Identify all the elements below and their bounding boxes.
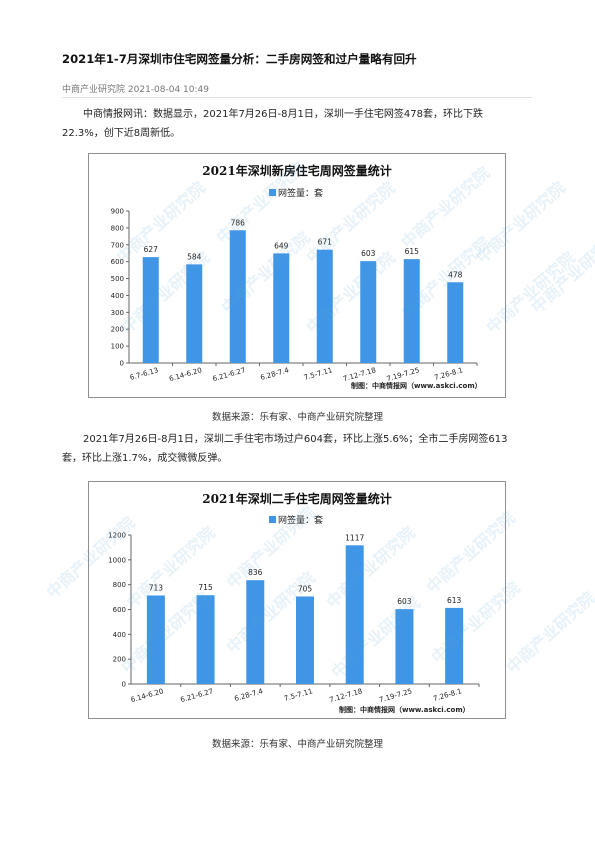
bar	[142, 257, 159, 363]
x-tick-label: 6.21-6.27	[212, 366, 247, 383]
x-tick-label: 6.28-7.4	[234, 687, 265, 703]
chart-legend: 网签量：套	[269, 513, 323, 526]
article-meta: 中商产业研究院 2021-08-04 10:49	[62, 82, 209, 95]
y-tick-label: 800	[111, 224, 124, 232]
x-tick-label: 6.21-6.27	[180, 687, 215, 704]
x-tick-label: 7.19-7.25	[378, 687, 413, 704]
bar	[229, 230, 246, 363]
data-label: 786	[231, 218, 246, 227]
x-tick-label: 6.28-7.4	[259, 366, 290, 382]
data-label: 715	[198, 583, 213, 592]
paragraph-2: 2021年7月26日-8月1日，深圳二手住宅市场过户604套，环比上涨5.6%；…	[62, 430, 534, 468]
y-tick-label: 400	[111, 292, 124, 300]
y-tick-label: 700	[111, 241, 124, 249]
bar	[246, 580, 265, 684]
bar	[316, 249, 333, 363]
chart-legend: 网签量：套	[269, 186, 323, 199]
article-date: 2021-08-04 10:49	[127, 85, 209, 95]
x-tick-label: 7.26-8.1	[432, 687, 462, 703]
chart-credit: 制图：中商情报网（www.askci.com）	[351, 382, 482, 390]
y-tick-label: 1200	[108, 532, 126, 540]
x-tick-label: 7.12-7.18	[329, 687, 364, 704]
bar	[403, 259, 420, 363]
paragraph-1-line-1: 中商情报网讯：数据显示，2021年7月26日-8月1日，深圳一手住宅网签478套…	[83, 109, 483, 120]
paragraph-1: 中商情报网讯：数据显示，2021年7月26日-8月1日，深圳一手住宅网签478套…	[62, 105, 534, 143]
chart-title: 2021年深圳新房住宅周网签量统计	[202, 164, 392, 178]
data-label: 671	[318, 238, 333, 247]
y-tick-label: 200	[113, 656, 126, 664]
data-label: 613	[447, 596, 462, 605]
y-tick-label: 100	[111, 343, 124, 351]
article-title: 2021年1-7月深圳市住宅网签量分析：二手房网签和过户量略有回升	[62, 52, 417, 66]
data-label: 478	[448, 270, 463, 279]
x-tick-label: 7.5-7.11	[303, 366, 333, 382]
chart-plot: 0 100 200 300 400 500 600 700 800 900 627 6.7-6.13 5…	[111, 208, 478, 383]
y-tick-label: 200	[111, 326, 124, 334]
chart-new-housing: 2021年深圳新房住宅周网签量统计 网签量：套 0 100 200 300 400 500…	[88, 153, 506, 398]
paragraph-1-line-2: 22.3%，创下近8周新低。	[62, 128, 181, 139]
y-tick-label: 800	[113, 581, 126, 589]
y-tick-label: 600	[111, 258, 124, 266]
data-label: 603	[361, 249, 376, 258]
y-tick-label: 0	[122, 681, 126, 689]
data-label: 584	[187, 252, 202, 261]
legend-label: 网签量：套	[278, 516, 324, 526]
bar	[345, 545, 364, 684]
paragraph-2-line-2: 套，环比上涨1.7%，成交微微反弹。	[62, 453, 228, 464]
y-tick-label: 900	[111, 208, 124, 216]
data-label: 1117	[345, 533, 364, 542]
x-tick-label: 7.5-7.11	[283, 687, 313, 703]
x-tick-label: 6.14-6.20	[130, 687, 165, 704]
bar	[360, 261, 377, 363]
y-tick-label: 0	[120, 360, 124, 368]
x-tick-label: 7.26-8.1	[433, 366, 463, 382]
bar	[146, 595, 165, 684]
watermark-text: 中商产业研究院	[502, 588, 595, 678]
watermark-text: 中商产业研究院	[527, 228, 595, 318]
y-tick-label: 300	[111, 309, 124, 317]
data-label: 615	[405, 247, 420, 256]
bar	[395, 609, 414, 684]
bar	[186, 264, 203, 363]
chart-second-hand-housing: 2021年深圳二手住宅周网签量统计 网签量：套 0 200 400 600 800 100…	[88, 481, 506, 719]
bar	[445, 607, 464, 684]
bar	[447, 282, 464, 363]
bar	[196, 595, 215, 684]
data-label: 649	[274, 241, 289, 250]
y-tick-label: 400	[113, 631, 126, 639]
title-divider	[62, 97, 532, 98]
article-source[interactable]: 中商产业研究院	[62, 85, 126, 95]
data-label: 713	[149, 583, 164, 592]
data-label: 603	[397, 597, 412, 606]
y-tick-label: 1000	[108, 556, 126, 564]
chart-1-caption: 数据来源：乐有家、中商产业研究院整理	[211, 412, 383, 423]
y-tick-label: 500	[111, 275, 124, 283]
data-label: 705	[298, 584, 313, 593]
bar	[296, 596, 314, 684]
chart-2-caption: 数据来源：乐有家、中商产业研究院整理	[211, 739, 383, 750]
y-tick-label: 600	[113, 606, 126, 614]
x-tick-label: 6.14-6.20	[168, 366, 203, 383]
x-tick-label: 6.7-6.13	[129, 366, 159, 382]
data-label: 836	[248, 568, 263, 577]
bar	[273, 253, 290, 363]
legend-swatch	[269, 516, 276, 523]
chart-title: 2021年深圳二手住宅周网签量统计	[202, 492, 392, 506]
data-label: 627	[144, 245, 159, 254]
paragraph-2-line-1: 2021年7月26日-8月1日，深圳二手住宅市场过户604套，环比上涨5.6%；…	[83, 434, 508, 445]
chart-plot: 0 200 400 600 800 1000 1200 713 6.14-6.20 715 6.21…	[108, 532, 480, 704]
legend-label: 网签量：套	[278, 189, 324, 199]
legend-swatch	[269, 189, 276, 196]
chart-credit: 制图：中商情报网（www.askci.com）	[339, 706, 470, 714]
